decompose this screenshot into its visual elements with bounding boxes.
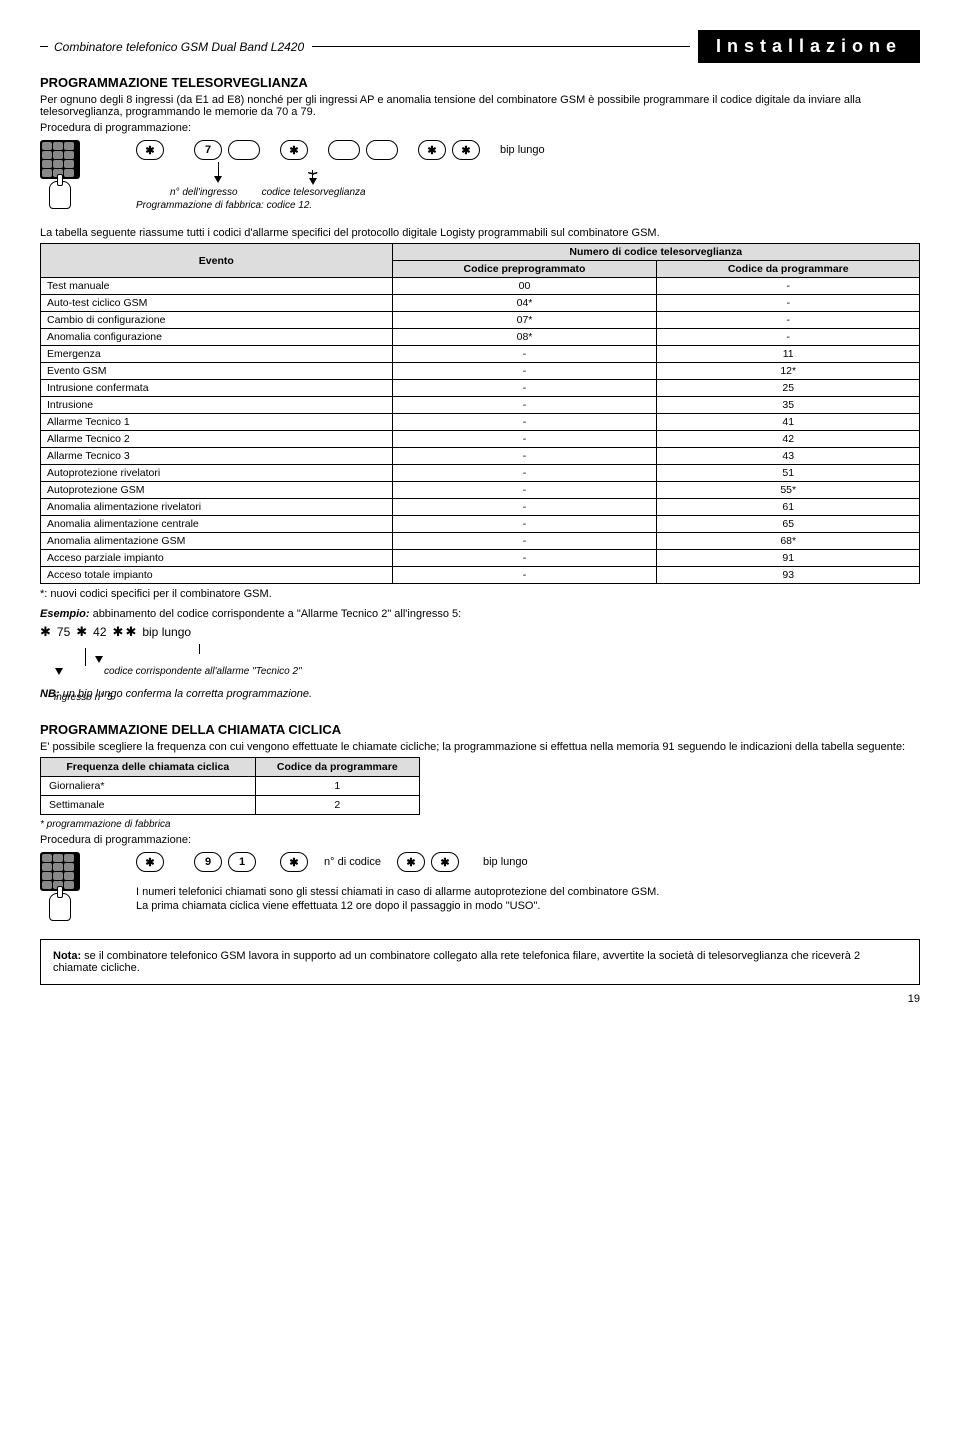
anno-ingresso: n° dell'ingresso — [170, 187, 238, 198]
table-row: Intrusione confermata — [41, 380, 393, 397]
s2-proc: Procedura di programmazione: — [40, 834, 920, 846]
table-row: Intrusione — [41, 397, 393, 414]
table-row: Emergenza — [41, 346, 393, 363]
key-blank — [228, 140, 260, 160]
bip-label: bip lungo — [500, 144, 545, 156]
key-star: ✱ — [397, 852, 425, 872]
freq-table: Frequenza delle chiamata ciclicaCodice d… — [40, 757, 420, 815]
ex-anno-ingresso: ingresso n° 5 — [54, 692, 112, 703]
table-row: Allarme Tecnico 2 — [41, 431, 393, 448]
keypad-icon — [40, 852, 80, 921]
s2-p1: I numeri telefonici chiamati sono gli st… — [136, 886, 920, 898]
ncodice-label: n° di codice — [324, 856, 381, 868]
product-title: Combinatore telefonico GSM Dual Band L24… — [54, 40, 304, 54]
esempio-label: Esempio: — [40, 608, 90, 620]
page-header: Combinatore telefonico GSM Dual Band L24… — [40, 30, 920, 63]
key-blank — [366, 140, 398, 160]
ex-anno-codice: codice corrispondente all'allarme "Tecni… — [104, 666, 302, 677]
table-row: Anomalia configurazione — [41, 329, 393, 346]
anno-fabbrica: Programmazione di fabbrica: codice 12. — [136, 200, 920, 211]
key-star: ✱ — [452, 140, 480, 160]
table-row: Acceso parziale impianto — [41, 550, 393, 567]
table-foot: *: nuovi codici specifici per il combina… — [40, 588, 920, 600]
codes-table: EventoNumero di codice telesorveglianza … — [40, 243, 920, 584]
th-pre: Codice preprogrammato — [392, 261, 657, 278]
table-row: Settimanale — [41, 796, 256, 815]
table-row: Autoprotezione GSM — [41, 482, 393, 499]
note-box: Nota: se il combinatore telefonico GSM l… — [40, 939, 920, 985]
section-badge: Installazione — [698, 30, 920, 63]
key-blank — [328, 140, 360, 160]
key-star: ✱ — [418, 140, 446, 160]
freq-foot: * programmazione di fabbrica — [40, 819, 920, 830]
page-number: 19 — [40, 993, 920, 1005]
th-code: Codice da programmare — [255, 758, 419, 777]
note-text: se il combinatore telefonico GSM lavora … — [53, 950, 860, 974]
key-9: 9 — [194, 852, 222, 872]
key-star: ✱ — [136, 852, 164, 872]
note-label: Nota: — [53, 950, 81, 962]
table-row: Acceso totale impianto — [41, 567, 393, 584]
th-evento: Evento — [41, 244, 393, 278]
key-1: 1 — [228, 852, 256, 872]
key-star: ✱ — [431, 852, 459, 872]
table-row: Autoprotezione rivelatori — [41, 465, 393, 482]
key-7: 7 — [194, 140, 222, 160]
table-row: Evento GSM — [41, 363, 393, 380]
esempio-text: abbinamento del codice corrispondente a … — [90, 608, 462, 620]
anno-codice: codice telesorveglianza — [262, 187, 366, 198]
s2-intro: E' possibile scegliere la frequenza con … — [40, 741, 920, 753]
table-row: Allarme Tecnico 1 — [41, 414, 393, 431]
s1-proc: Procedura di programmazione: — [40, 122, 920, 134]
table-row: Allarme Tecnico 3 — [41, 448, 393, 465]
example-sequence: ✱ 75 ✱ 42 ✱✱ bip lungo — [40, 624, 920, 640]
s2-title: PROGRAMMAZIONE DELLA CHIAMATA CICLICA — [40, 722, 920, 737]
table-row: Auto-test ciclico GSM — [41, 295, 393, 312]
s1-title: PROGRAMMAZIONE TELESORVEGLIANZA — [40, 75, 920, 90]
keypad-icon — [40, 140, 80, 209]
th-numero: Numero di codice telesorveglianza — [392, 244, 919, 261]
key-star: ✱ — [280, 852, 308, 872]
keypad-row-2: ✱ 9 1 ✱ n° di codice ✱ ✱ bip lungo I num… — [40, 852, 920, 921]
table-row: Cambio di configurazione — [41, 312, 393, 329]
table-intro: La tabella seguente riassume tutti i cod… — [40, 227, 920, 239]
table-row: Anomalia alimentazione GSM — [41, 533, 393, 550]
s1-intro: Per ognuno degli 8 ingressi (da E1 ad E8… — [40, 94, 920, 118]
table-row: Test manuale — [41, 278, 393, 295]
keypad-row-1: ✱ 7 ✱ ✱ ✱ bip lungo ⏟ n° dell'ingresso c… — [40, 140, 920, 211]
key-star: ✱ — [280, 140, 308, 160]
table-row: Giornaliera* — [41, 777, 256, 796]
th-prog: Codice da programmare — [657, 261, 920, 278]
key-star: ✱ — [136, 140, 164, 160]
bip-label: bip lungo — [483, 856, 528, 868]
table-row: Anomalia alimentazione centrale — [41, 516, 393, 533]
s2-p2: La prima chiamata ciclica viene effettua… — [136, 900, 920, 912]
table-row: Anomalia alimentazione rivelatori — [41, 499, 393, 516]
th-freq: Frequenza delle chiamata ciclica — [41, 758, 256, 777]
